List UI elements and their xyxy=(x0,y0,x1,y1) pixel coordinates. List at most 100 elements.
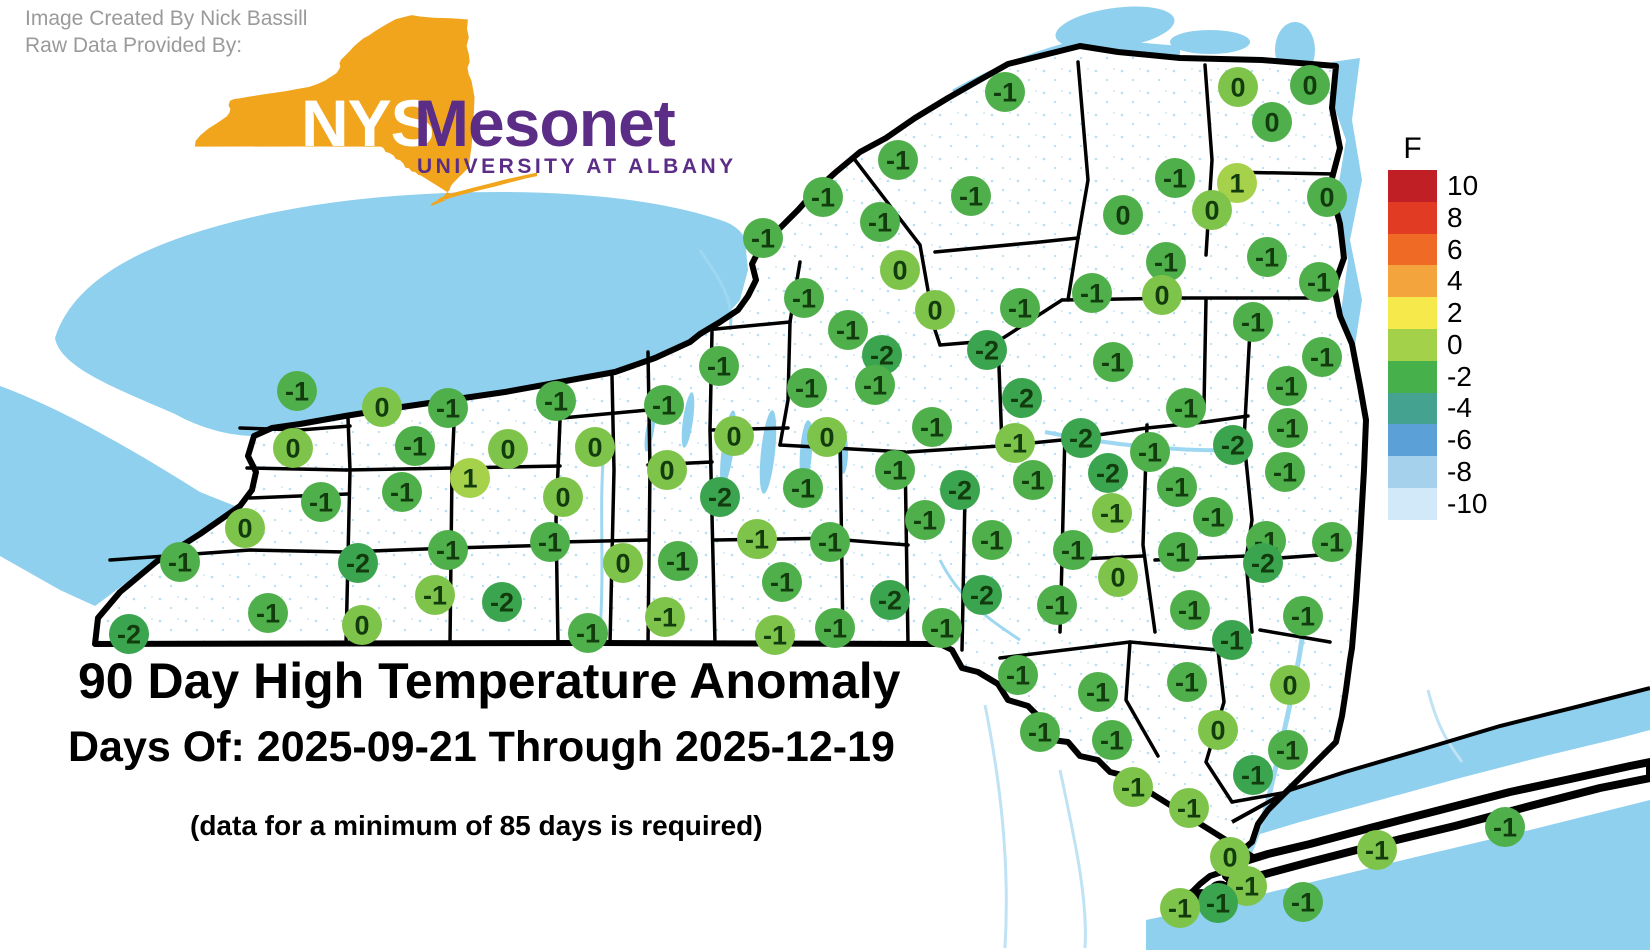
station-anomaly-value: 0 xyxy=(237,514,252,544)
station-anomaly-value: 0 xyxy=(819,423,834,453)
station-anomaly-value: 0 xyxy=(659,456,674,486)
station-marker xyxy=(784,278,824,318)
station-marker xyxy=(1265,452,1305,492)
station-anomaly-value: -1 xyxy=(1178,596,1202,626)
station-anomaly-value: -2 xyxy=(948,476,972,506)
legend-rows: 10 8 6 4 2 0 -2 -4 -6 -8 -10 xyxy=(1388,170,1487,520)
station-anomaly-value: 0 xyxy=(285,434,300,464)
station-marker xyxy=(1093,342,1133,382)
legend-color-swatch xyxy=(1388,424,1437,457)
legend-entry: 2 xyxy=(1388,297,1487,329)
station-marker xyxy=(1155,158,1195,198)
station-anomaly-value: -1 xyxy=(823,614,847,644)
station-marker xyxy=(1290,65,1330,105)
station-marker xyxy=(1053,530,1093,570)
station-marker xyxy=(362,387,402,427)
station-anomaly-value: 0 xyxy=(1264,108,1279,138)
station-anomaly-value: 0 xyxy=(354,611,369,641)
station-marker xyxy=(1103,195,1143,235)
station-anomaly-value: -1 xyxy=(1177,794,1201,824)
station-marker xyxy=(810,522,850,562)
long-island-sound xyxy=(1232,688,1650,840)
station-marker xyxy=(645,597,685,637)
logo-university-text: UNIVERSITY AT ALBANY xyxy=(417,155,737,178)
station-marker xyxy=(1160,888,1200,928)
station-marker xyxy=(878,140,918,180)
station-anomaly-value: 0 xyxy=(1302,71,1317,101)
station-marker xyxy=(1233,302,1273,342)
legend-color-swatch xyxy=(1388,328,1437,361)
station-anomaly-value: -1 xyxy=(1255,243,1279,273)
station-anomaly-value: -1 xyxy=(538,528,562,558)
station-marker xyxy=(1013,460,1053,500)
station-anomaly-value: 1 xyxy=(462,464,477,494)
legend-color-swatch xyxy=(1388,233,1437,266)
station-marker xyxy=(543,477,583,517)
station-marker xyxy=(755,615,795,655)
station-anomaly-value: -1 xyxy=(1320,528,1344,558)
station-anomaly-value: -1 xyxy=(1235,872,1259,902)
station-marker xyxy=(1247,237,1287,277)
station-marker xyxy=(855,365,895,405)
st-lawrence-water xyxy=(1055,6,1175,50)
station-marker xyxy=(1088,453,1128,493)
legend-color-swatch xyxy=(1388,487,1437,520)
station-marker xyxy=(1037,585,1077,625)
station-anomaly-value: -1 xyxy=(1166,538,1190,568)
station-anomaly-value: -2 xyxy=(975,336,999,366)
station-marker xyxy=(1158,532,1198,572)
station-marker xyxy=(1146,242,1186,282)
station-marker xyxy=(1217,163,1257,203)
attribution-line-2: Raw Data Provided By: xyxy=(25,34,243,57)
station-marker xyxy=(803,177,843,217)
station-marker xyxy=(967,330,1007,370)
legend-unit-label: F xyxy=(1403,132,1422,165)
station-marker xyxy=(488,429,528,469)
legend-entry: -4 xyxy=(1388,392,1487,425)
legend-color-swatch xyxy=(1388,360,1437,393)
station-anomaly-value: 0 xyxy=(1230,73,1245,103)
legend-value-label: -2 xyxy=(1447,360,1472,392)
station-anomaly-value: -1 xyxy=(1080,279,1104,309)
station-marker xyxy=(1167,662,1207,702)
station-anomaly-value: -1 xyxy=(1175,668,1199,698)
station-anomaly-value: -1 xyxy=(1174,394,1198,424)
station-anomaly-value: -1 xyxy=(1241,308,1265,338)
station-marker xyxy=(762,562,802,602)
station-anomaly-value: -1 xyxy=(1291,602,1315,632)
legend-value-label: 8 xyxy=(1447,201,1463,233)
logo-nys-text: NYS xyxy=(301,86,435,160)
station-marker xyxy=(828,310,868,350)
station-anomaly-value: -1 xyxy=(1008,294,1032,324)
station-marker xyxy=(225,508,265,548)
legend-value-label: -6 xyxy=(1447,424,1472,456)
attribution-line-1: Image Created By Nick Bassill xyxy=(25,7,308,30)
station-marker xyxy=(536,381,576,421)
station-anomaly-value: -1 xyxy=(980,526,1004,556)
station-anomaly-value: 0 xyxy=(1319,183,1334,213)
station-marker xyxy=(1142,275,1182,315)
station-marker xyxy=(875,450,915,490)
station-anomaly-value: -1 xyxy=(1365,836,1389,866)
station-anomaly-value: -1 xyxy=(544,387,568,417)
station-anomaly-value: -1 xyxy=(745,525,769,555)
atlantic-ocean xyxy=(1146,800,1650,950)
station-marker xyxy=(1267,366,1307,406)
station-anomaly-value: -1 xyxy=(256,599,280,629)
station-anomaly-value: -1 xyxy=(1165,473,1189,503)
station-marker xyxy=(644,385,684,425)
station-anomaly-value: 0 xyxy=(1204,196,1219,226)
legend-entry: -8 xyxy=(1388,456,1487,488)
station-marker xyxy=(737,519,777,559)
station-marker xyxy=(428,530,468,570)
station-anomaly-value: 1 xyxy=(1229,169,1244,199)
station-marker xyxy=(1072,273,1112,313)
station-anomaly-value: -1 xyxy=(1028,718,1052,748)
station-marker xyxy=(1218,67,1258,107)
station-anomaly-value: 0 xyxy=(587,433,602,463)
station-anomaly-value: -1 xyxy=(868,208,892,238)
logo-mesonet-text: Mesonet xyxy=(414,86,676,160)
station-anomaly-value: -1 xyxy=(1154,248,1178,278)
